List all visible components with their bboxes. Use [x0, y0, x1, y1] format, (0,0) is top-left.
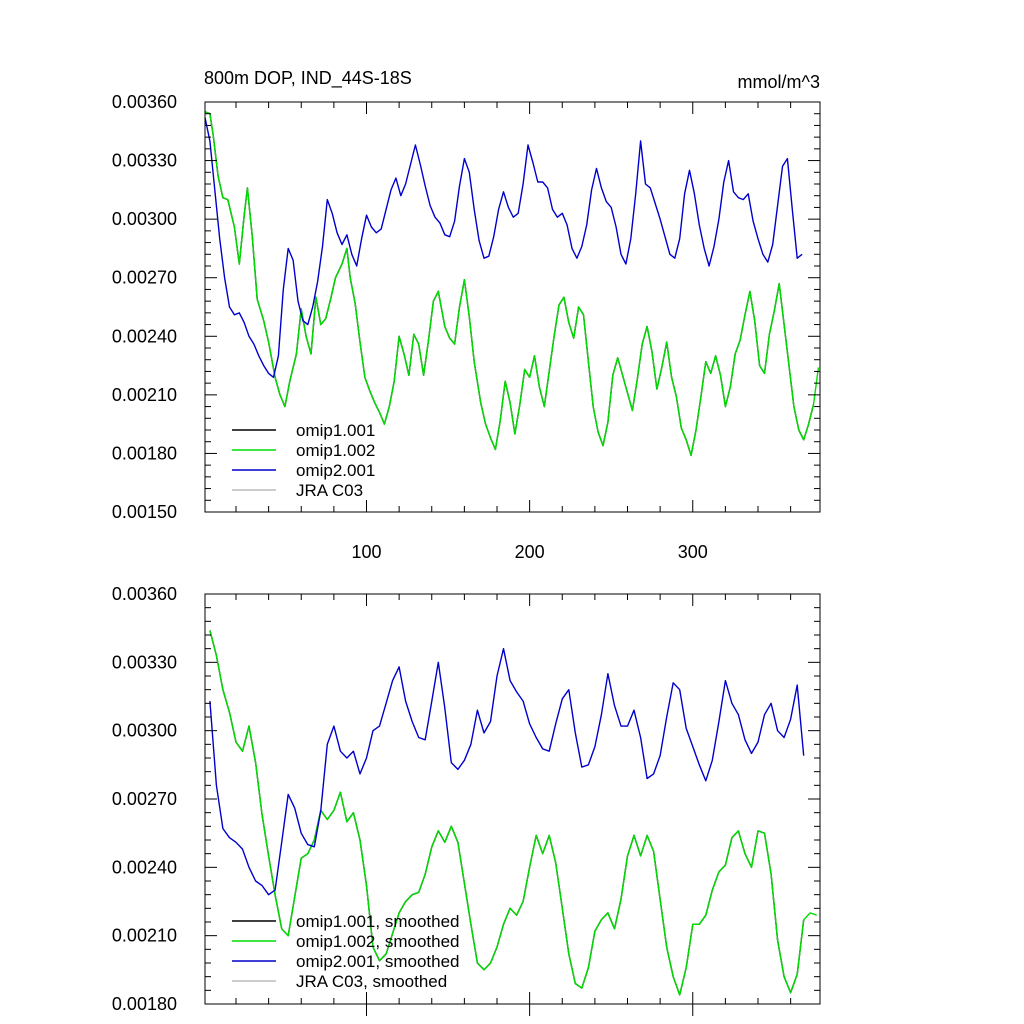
bottom-legend-label: omip1.002, smoothed	[296, 932, 460, 951]
top-x-tick-labels: 100 200 300	[351, 542, 707, 562]
top-ytick-label: 0.00180	[112, 443, 177, 463]
top-xtick-label: 300	[678, 542, 708, 562]
bottom-ytick-label: 0.00180	[112, 994, 177, 1014]
top-xtick-label: 200	[515, 542, 545, 562]
bottom-ytick-label: 0.00300	[112, 721, 177, 741]
bottom-legend-label: JRA C03, smoothed	[296, 972, 447, 991]
bottom-ytick-label: 0.00360	[112, 584, 177, 604]
bottom-ytick-label: 0.00210	[112, 926, 177, 946]
bottom-series-line-3	[209, 648, 805, 896]
top-ytick-label: 0.00270	[112, 268, 177, 288]
top-ytick-label: 0.00210	[112, 385, 177, 405]
bottom-ytick-label: 0.00330	[112, 652, 177, 672]
top-legend-label: omip2.001	[296, 461, 375, 480]
top-series-line-3	[204, 117, 803, 378]
top-xtick-label: 100	[351, 542, 381, 562]
bottom-series-line-2	[209, 630, 817, 996]
top-ytick-label: 0.00240	[112, 326, 177, 346]
top-legend-label: JRA C03	[296, 481, 363, 500]
bottom-plot-frame	[204, 593, 821, 1005]
top-ytick-label: 0.00330	[112, 151, 177, 171]
top-ticks-group	[205, 101, 820, 513]
bottom-legend-label: omip1.001, smoothed	[296, 912, 460, 931]
bottom-ytick-label: 0.00240	[112, 857, 177, 877]
top-legend-label: omip1.002	[296, 441, 375, 460]
top-panel-units: mmol/m^3	[738, 72, 820, 92]
top-ytick-label: 0.00150	[112, 502, 177, 522]
top-ytick-label: 0.00300	[112, 209, 177, 229]
bottom-panel: 0.00180 0.00210 0.00240 0.00270 0.00300 0.003…	[112, 584, 821, 1016]
top-plot-frame	[204, 101, 821, 513]
top-panel: 800m DOP, IND_44S-18S mmol/m^3 0.001500.…	[112, 68, 821, 562]
top-legend-label: omip1.001	[296, 421, 375, 440]
bottom-y-tick-labels: 0.00180 0.00210 0.00240 0.00270 0.00300 0.003…	[112, 584, 177, 1014]
top-series-line-2	[204, 111, 820, 457]
top-y-tick-labels: 0.00150 0.00180 0.00210 0.00240 0.00270 0.003…	[112, 92, 177, 522]
top-series-group	[204, 111, 820, 457]
bottom-legend-label: omip2.001, smoothed	[296, 952, 460, 971]
bottom-series-group	[209, 630, 817, 996]
top-panel-title: 800m DOP, IND_44S-18S	[204, 68, 412, 89]
bottom-ytick-label: 0.00270	[112, 789, 177, 809]
top-ytick-label: 0.00360	[112, 92, 177, 112]
